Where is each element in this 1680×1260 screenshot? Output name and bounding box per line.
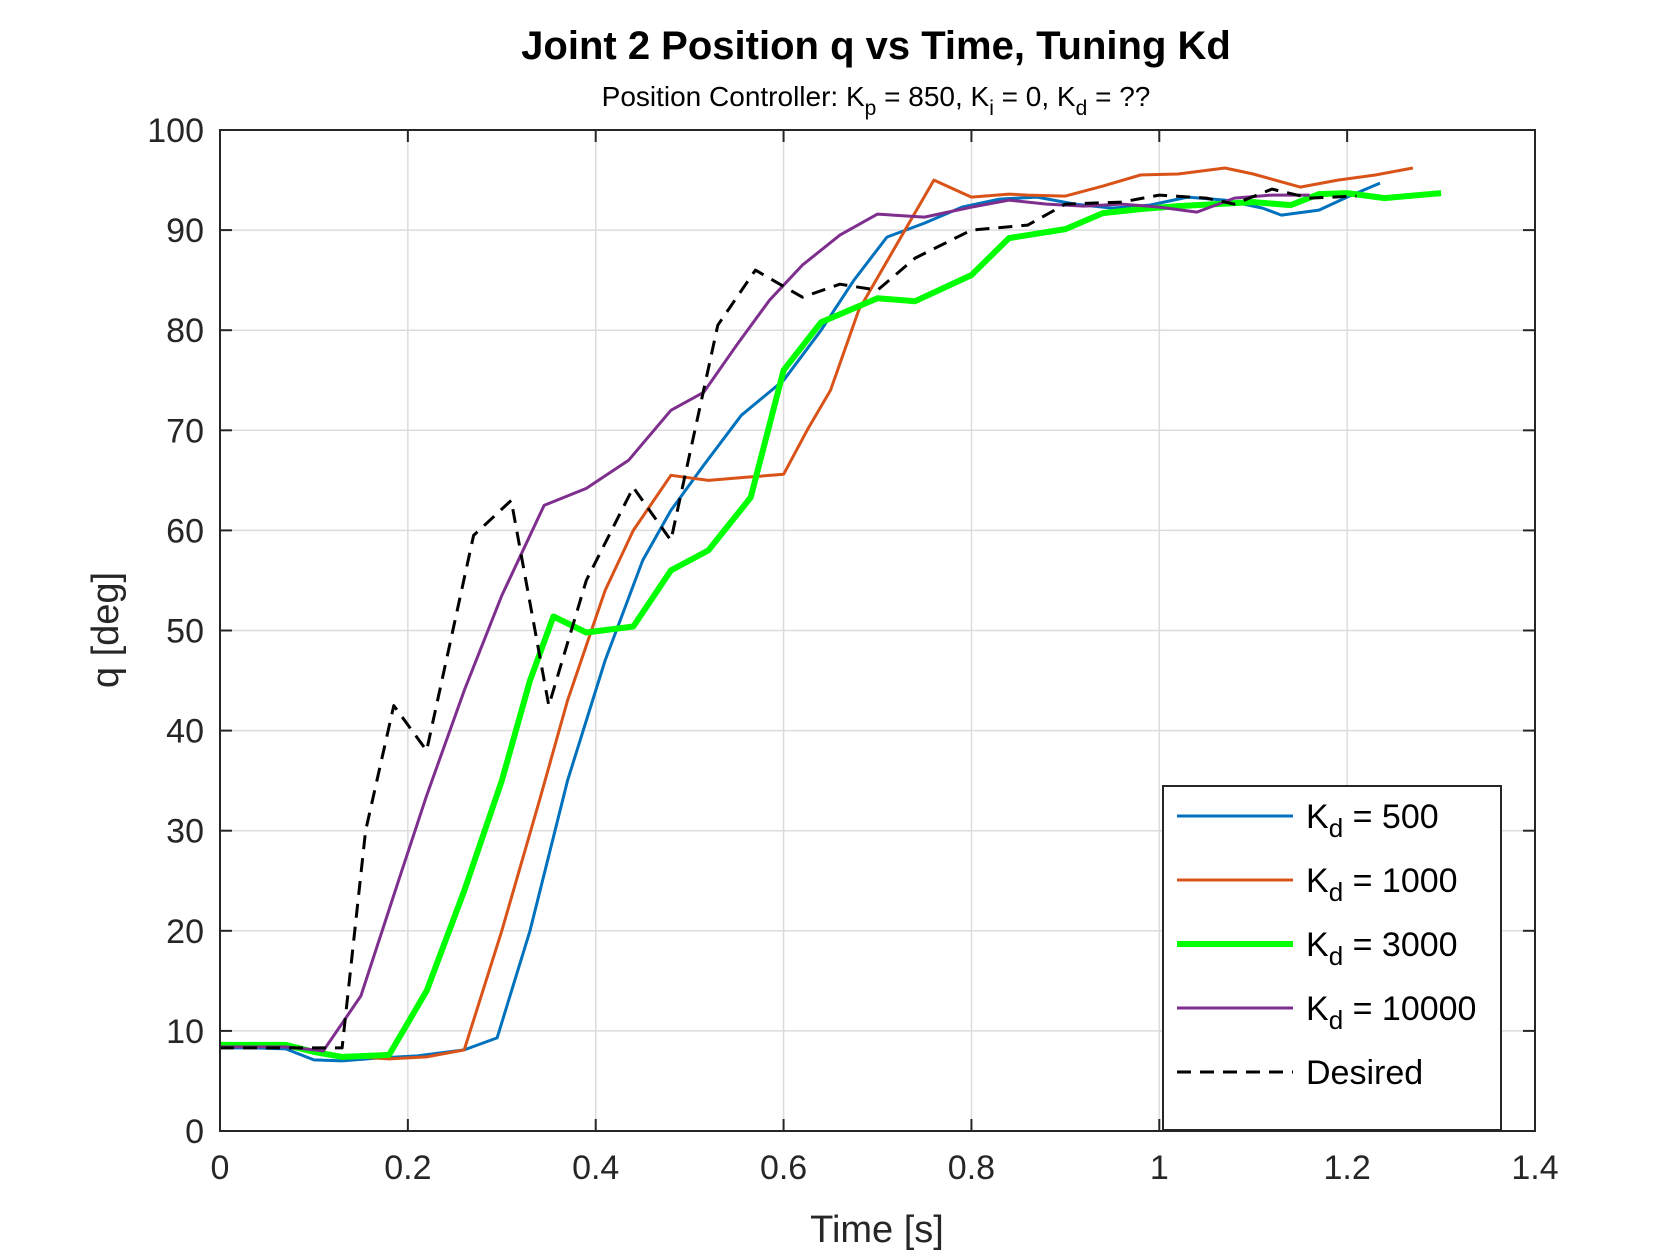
text-run: = ?? bbox=[1087, 81, 1150, 112]
subscript: d bbox=[1076, 97, 1088, 120]
series-line-3 bbox=[220, 190, 1442, 1060]
series-layer bbox=[220, 166, 1442, 1063]
legend-box bbox=[1162, 785, 1502, 1131]
y-tick-label: 90 bbox=[166, 212, 204, 250]
subscript: d bbox=[1329, 1005, 1343, 1035]
text-run: = 10000 bbox=[1343, 990, 1476, 1028]
axes bbox=[219, 129, 1536, 1132]
y-tick-label: 100 bbox=[147, 112, 204, 150]
x-tick-label: 1.2 bbox=[1324, 1149, 1371, 1187]
series-line-5 bbox=[220, 187, 1357, 1050]
y-tick-label: 80 bbox=[166, 312, 204, 350]
y-tick-label: 70 bbox=[166, 412, 204, 450]
x-tick-label: 1 bbox=[1150, 1149, 1169, 1187]
tick-labels: 0 0.2 0.4 0.6 0.8 1 1.2 1.4 0 10 20 30 40 50 60 70 80 90 1… bbox=[147, 112, 1558, 1187]
y-tick-label: 50 bbox=[166, 613, 204, 651]
y-tick-label: 60 bbox=[166, 512, 204, 550]
text-run: K bbox=[1306, 862, 1329, 900]
legend-label: Kd = 3000 bbox=[1306, 926, 1458, 971]
series-line-2 bbox=[220, 166, 1414, 1061]
text-run: Position Controller: K bbox=[602, 81, 865, 112]
x-axis-label: Time [s] bbox=[810, 1209, 944, 1251]
subscript: d bbox=[1329, 877, 1343, 907]
text-run: = 3000 bbox=[1343, 926, 1457, 964]
x-tick-label: 0.8 bbox=[948, 1149, 995, 1187]
x-tick-label: 0.4 bbox=[572, 1149, 619, 1187]
chart-subtitle: Position Controller: Kp = 850, Ki = 0, K… bbox=[602, 81, 1151, 120]
grid bbox=[220, 130, 1535, 1131]
subscript: d bbox=[1329, 941, 1343, 971]
text-run: = 1000 bbox=[1343, 862, 1457, 900]
subscript: d bbox=[1329, 813, 1343, 843]
y-tick-label: 10 bbox=[166, 1013, 204, 1051]
legend-label: Kd = 10000 bbox=[1306, 990, 1476, 1035]
legend-label: Desired bbox=[1306, 1054, 1423, 1092]
y-tick-label: 30 bbox=[166, 813, 204, 851]
text-run: K bbox=[1306, 990, 1329, 1028]
legend-label: Kd = 1000 bbox=[1306, 862, 1458, 907]
y-tick-label: 0 bbox=[185, 1113, 204, 1151]
subscript: p bbox=[865, 97, 877, 120]
y-tick-label: 40 bbox=[166, 713, 204, 751]
text-run: K bbox=[1306, 798, 1329, 836]
series-line-4 bbox=[220, 193, 1310, 1053]
chart-title: Joint 2 Position q vs Time, Tuning Kd bbox=[521, 24, 1231, 68]
text-run: K bbox=[1306, 926, 1329, 964]
y-tick-label: 20 bbox=[166, 913, 204, 951]
text-run: = 0, K bbox=[994, 81, 1076, 112]
text-run: = 500 bbox=[1343, 798, 1438, 836]
x-tick-label: 0 bbox=[211, 1149, 230, 1187]
text-run: = 850, K bbox=[876, 81, 989, 112]
legend-label: Kd = 500 bbox=[1306, 798, 1439, 843]
y-axis-label: q [deg] bbox=[85, 572, 127, 688]
x-tick-label: 0.2 bbox=[384, 1149, 431, 1187]
x-tick-label: 1.4 bbox=[1511, 1149, 1558, 1187]
text-run: Desired bbox=[1306, 1054, 1423, 1092]
subscript: i bbox=[989, 97, 994, 120]
x-tick-label: 0.6 bbox=[760, 1149, 807, 1187]
